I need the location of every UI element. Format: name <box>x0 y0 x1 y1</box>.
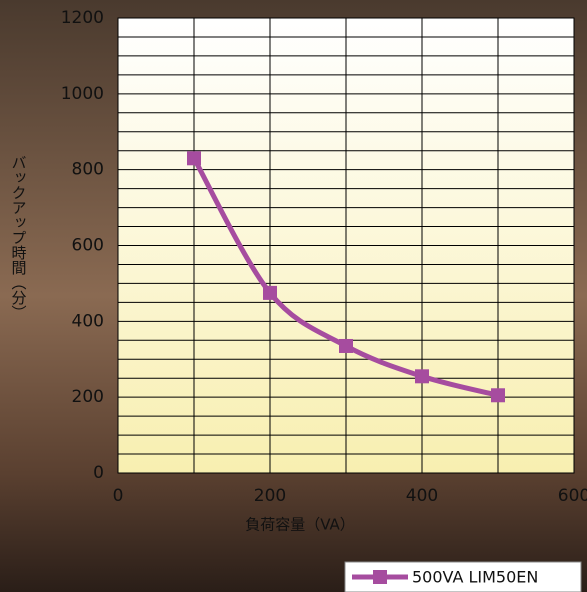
y-tick-label: 600 <box>72 236 104 256</box>
y-tick-label: 200 <box>72 387 104 407</box>
y-tick-label: 0 <box>93 463 104 483</box>
marker <box>263 285 277 300</box>
y-tick-label: 400 <box>72 311 104 331</box>
marker <box>339 338 353 353</box>
marker <box>491 388 505 403</box>
x-tick-label: 0 <box>113 486 124 506</box>
marker <box>187 151 201 166</box>
legend-label: 500VA LIM50EN <box>412 568 538 587</box>
y-tick-label: 1000 <box>61 84 104 104</box>
x-tick-label: 400 <box>406 486 438 506</box>
marker <box>415 369 429 384</box>
x-axis-label: 負荷容量（VA） <box>245 516 355 534</box>
y-axis-label: バックアップ時間（分） <box>10 155 28 320</box>
legend-marker <box>373 570 387 584</box>
line <box>191 157 499 398</box>
y-tick-label: 1200 <box>61 8 104 28</box>
x-tick-label: 600 <box>558 486 587 506</box>
x-tick-label: 200 <box>254 486 286 506</box>
y-tick-label: 800 <box>72 160 104 180</box>
